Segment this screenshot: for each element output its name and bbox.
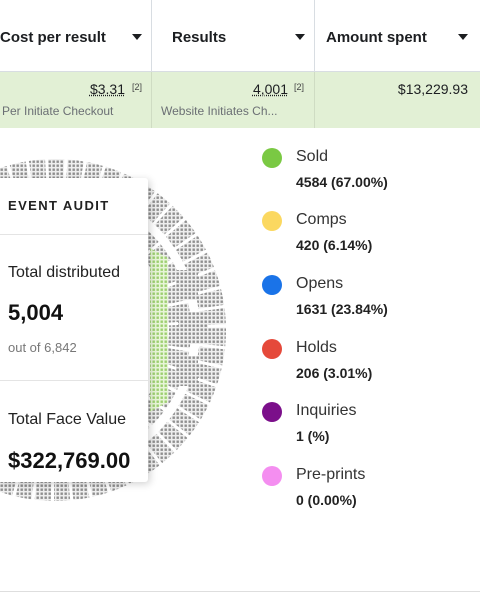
- legend-item-opens[interactable]: Opens 1631 (23.84%): [262, 273, 472, 327]
- total-distributed-value: 5,004: [8, 300, 64, 325]
- inquiries-color-dot: [262, 402, 282, 422]
- legend-item-holds[interactable]: Holds 206 (3.01%): [262, 337, 472, 391]
- divider: [0, 380, 148, 381]
- footnote-marker: [2]: [293, 82, 304, 92]
- results-value[interactable]: 4,001: [252, 81, 288, 97]
- column-header-amount-spent[interactable]: Amount spent: [315, 0, 480, 72]
- cost-per-result-value[interactable]: $3.31: [89, 81, 125, 97]
- sold-color-dot: [262, 148, 282, 168]
- comps-color-dot: [262, 211, 282, 231]
- total-distributed-label: Total distributed: [8, 264, 121, 281]
- column-header-results[interactable]: Results: [152, 0, 315, 72]
- legend-label: Comps: [296, 211, 347, 228]
- legend-value: 1 (%): [296, 428, 330, 444]
- results-subtext: Website Initiates Ch...: [161, 104, 278, 118]
- footnote-marker: [2]: [131, 82, 142, 92]
- divider: [0, 234, 148, 235]
- column-header-cost-per-result[interactable]: Cost per result: [0, 0, 152, 72]
- total-distributed-subtext: out of 6,842: [8, 340, 77, 355]
- legend-value: 1631 (23.84%): [296, 301, 388, 317]
- cell-amount-spent: $13,229.93: [315, 72, 480, 128]
- legend-value: 420 (6.14%): [296, 237, 373, 253]
- total-face-value-label: Total Face Value: [8, 411, 126, 428]
- legend-item-sold[interactable]: Sold 4584 (67.00%): [262, 146, 472, 200]
- sort-caret-icon[interactable]: [132, 34, 142, 40]
- legend-item-inquiries[interactable]: Inquiries 1 (%): [262, 400, 472, 454]
- legend-value: 206 (3.01%): [296, 365, 373, 381]
- holds-color-dot: [262, 339, 282, 359]
- divider: [0, 591, 480, 592]
- table-header-row: Cost per result Results Amount spent: [0, 0, 480, 72]
- column-header-label: Amount spent: [326, 29, 427, 46]
- card-title: EVENT AUDIT: [8, 198, 110, 213]
- table-row: $3.31 [2] Per Initiate Checkout 4,001 [2…: [0, 72, 480, 128]
- legend-value: 4584 (67.00%): [296, 174, 388, 190]
- cell-results: 4,001 [2] Website Initiates Ch...: [152, 72, 315, 128]
- event-audit-card: EVENT AUDIT Total distributed 5,004 out …: [0, 178, 148, 482]
- opens-color-dot: [262, 275, 282, 295]
- cost-per-result-subtext: Per Initiate Checkout: [2, 104, 114, 118]
- pre-prints-color-dot: [262, 466, 282, 486]
- sort-caret-icon[interactable]: [458, 34, 468, 40]
- legend-label: Opens: [296, 275, 344, 292]
- column-header-label: Results: [172, 29, 227, 46]
- ads-results-table: Cost per result Results Amount spent $3.…: [0, 0, 480, 128]
- legend-item-pre-prints[interactable]: Pre-prints 0 (0.00%): [262, 464, 472, 518]
- legend-item-comps[interactable]: Comps 420 (6.14%): [262, 209, 472, 263]
- cell-cost-per-result: $3.31 [2] Per Initiate Checkout: [0, 72, 152, 128]
- legend-value: 0 (0.00%): [296, 492, 357, 508]
- column-header-label: Cost per result: [0, 29, 106, 46]
- legend-label: Holds: [296, 339, 337, 356]
- amount-spent-value: $13,229.93: [397, 81, 468, 97]
- legend-label: Pre-prints: [296, 466, 366, 483]
- legend-label: Sold: [296, 148, 329, 165]
- total-face-value: $322,769.00: [8, 448, 131, 473]
- legend-label: Inquiries: [296, 402, 357, 419]
- sort-caret-icon[interactable]: [295, 34, 305, 40]
